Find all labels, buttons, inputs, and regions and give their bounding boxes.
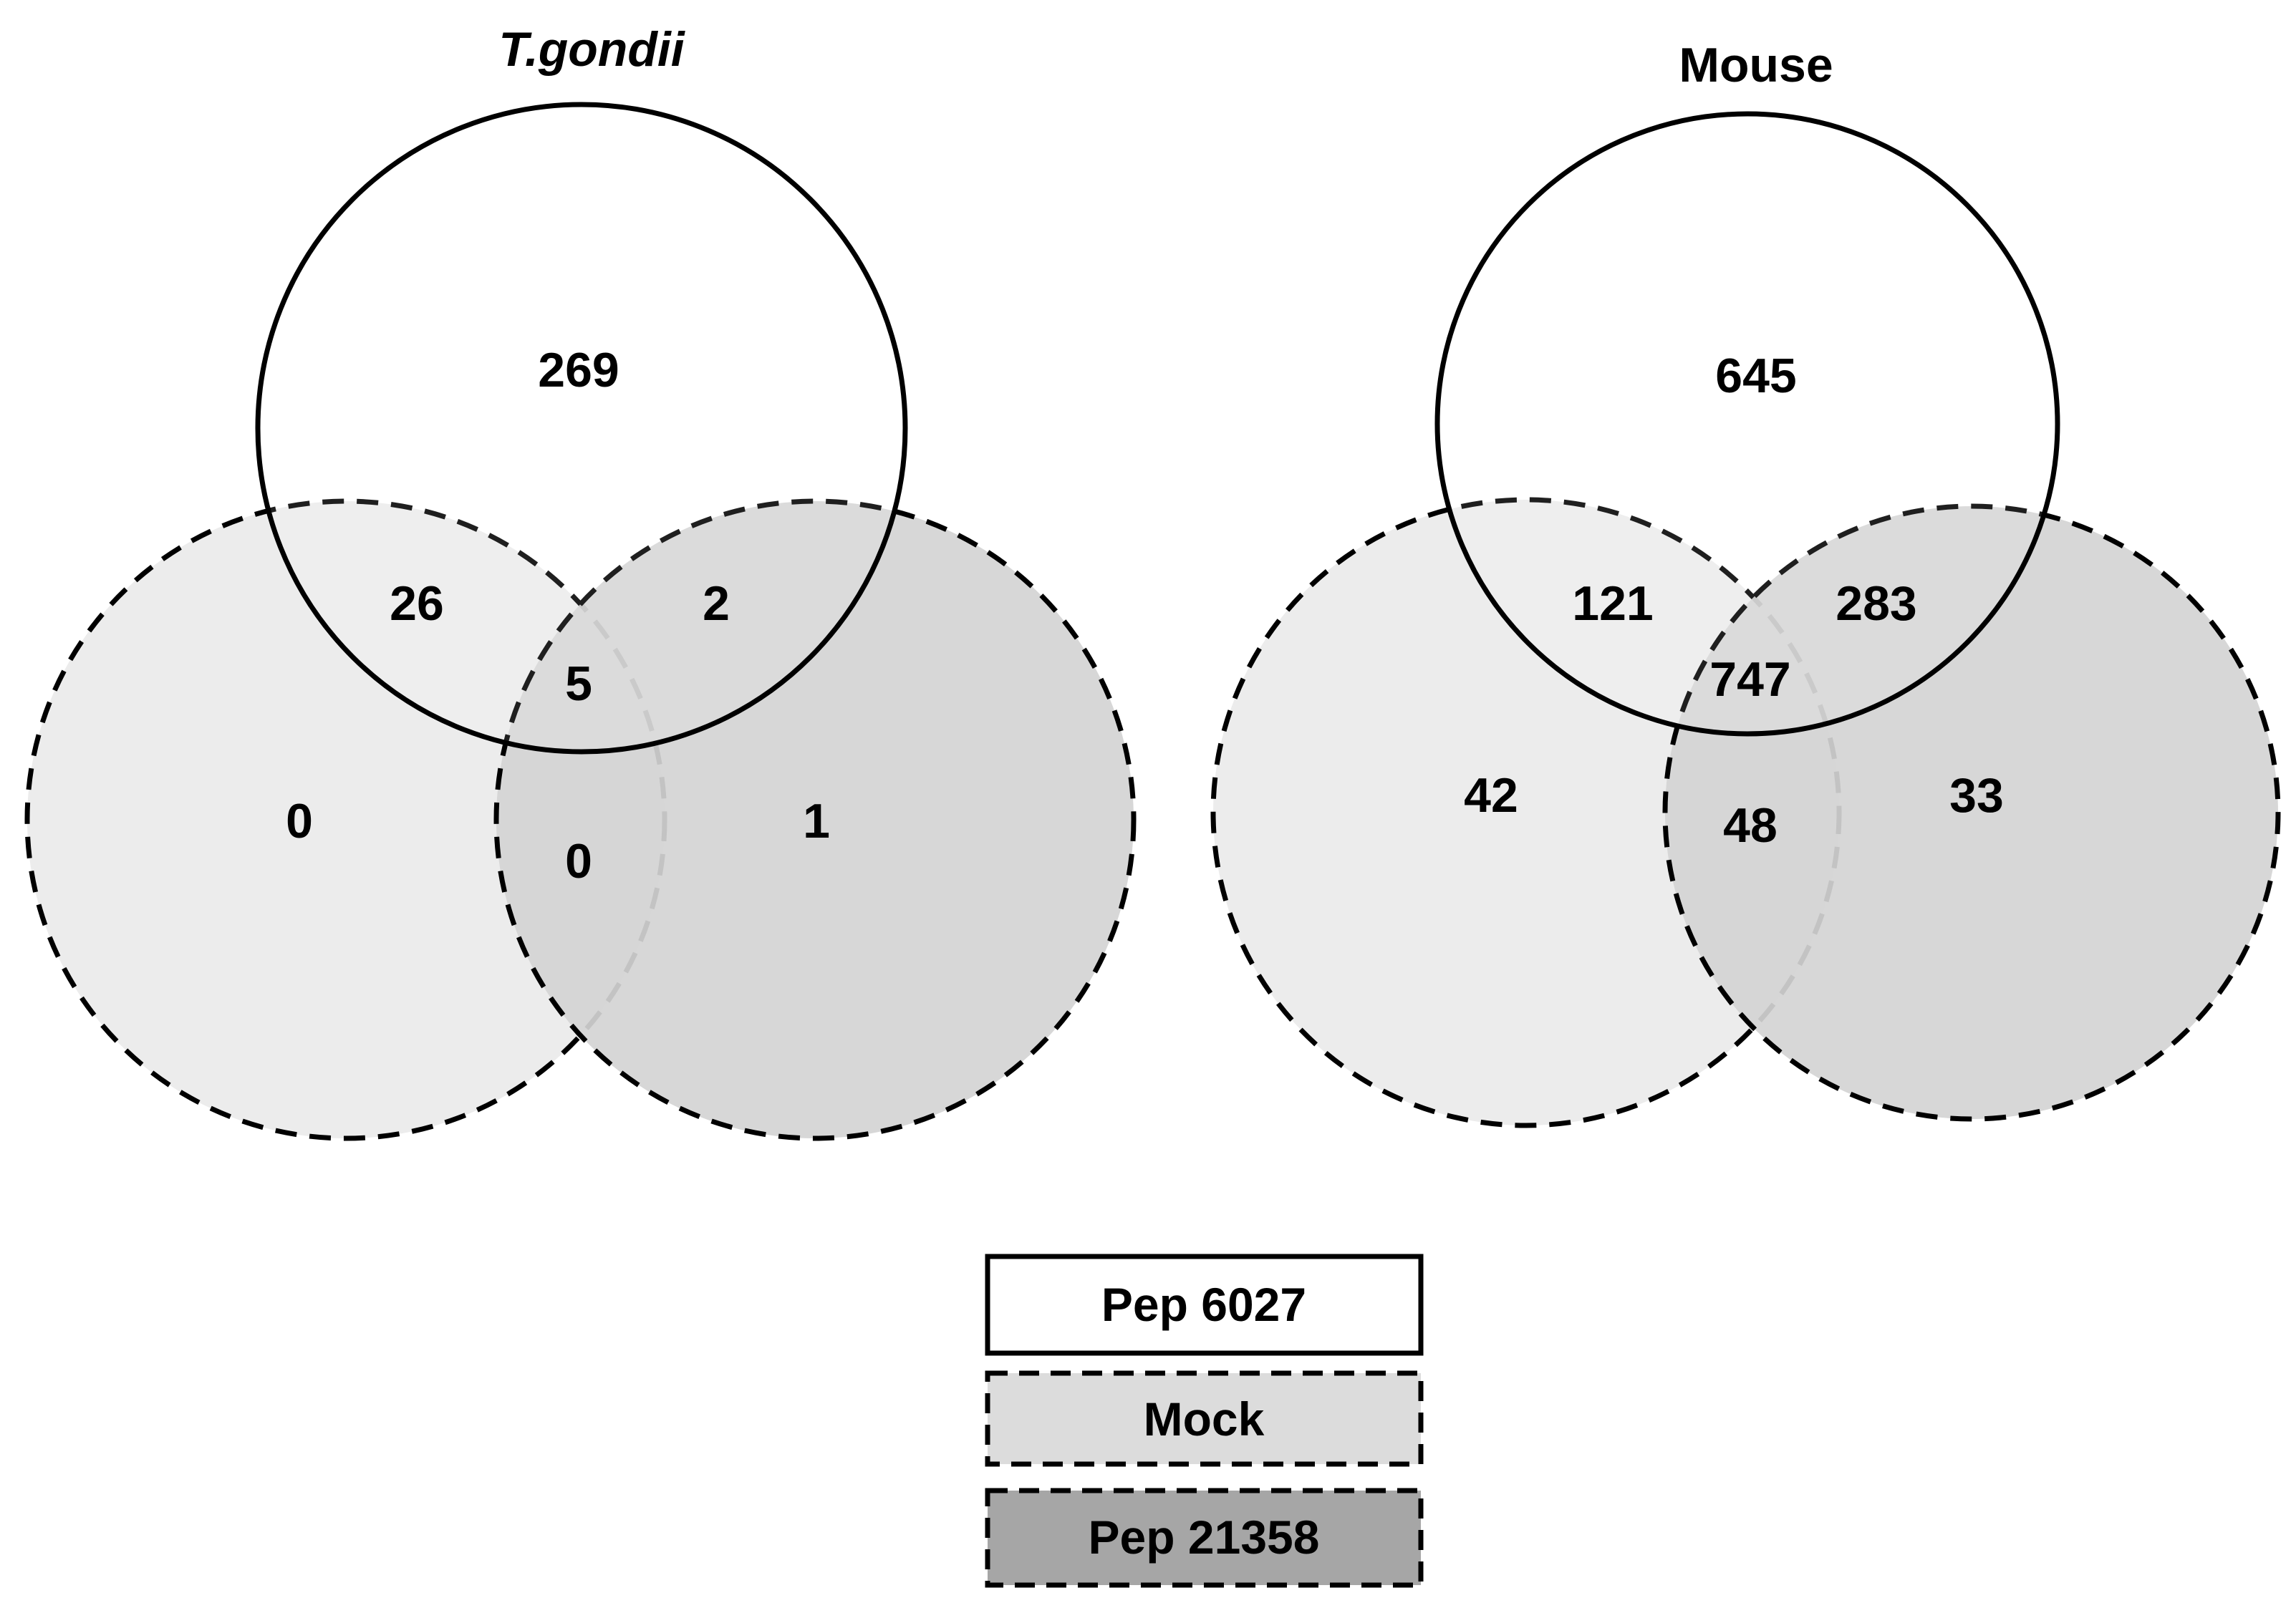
venn-title-mouse: Mouse [1679, 38, 1833, 92]
legend-swatch-pep6027 [985, 1254, 1424, 1356]
legend-item-pep6027: Pep 6027 [985, 1254, 1424, 1356]
count-mock-pep21358-mouse: 48 [1723, 798, 1778, 853]
count-all-three-tgondii: 5 [565, 657, 592, 711]
count-pep6027-pep21358-mouse: 283 [1836, 576, 1916, 631]
legend-label-mock: Mock [1144, 1393, 1265, 1445]
count-pep6027-only-mouse: 645 [1715, 349, 1796, 403]
count-mock-pep21358-tgondii: 0 [565, 834, 592, 888]
venn-diagram-tgondii: T.gondii 269 26 2 5 0 0 1 [24, 22, 1137, 1141]
legend-item-mock: Mock [985, 1370, 1424, 1467]
count-pep21358-only-tgondii: 1 [803, 794, 830, 848]
legend-swatch-pep21358 [985, 1488, 1424, 1588]
legend-label-pep6027: Pep 6027 [1101, 1278, 1306, 1331]
count-all-three-mouse: 747 [1709, 652, 1790, 707]
count-pep6027-pep21358-tgondii: 2 [703, 576, 730, 631]
circle-pep21358-tgondii [493, 498, 1137, 1141]
legend-label-pep21358: Pep 21358 [1089, 1511, 1320, 1564]
circle-pep6027-mouse [1434, 111, 2060, 737]
legend-item-pep21358: Pep 21358 [985, 1488, 1424, 1588]
count-pep6027-mock-tgondii: 26 [390, 576, 444, 631]
circle-pep6027-tgondii [255, 102, 908, 755]
count-pep6027-mock-mouse: 121 [1572, 576, 1653, 631]
count-mock-only-tgondii: 0 [286, 794, 313, 848]
count-pep21358-only-mouse: 33 [1949, 768, 2004, 823]
legend-swatch-mock [985, 1370, 1424, 1467]
venn-diagram-mouse: Mouse 645 121 283 747 42 48 33 [1210, 38, 2281, 1128]
count-mock-only-mouse: 42 [1464, 768, 1518, 823]
count-pep6027-only-tgondii: 269 [538, 343, 619, 397]
legend: Pep 6027 Mock Pep 21358 [985, 1254, 1424, 1588]
venn-title-tgondii: T.gondii [498, 22, 685, 77]
circle-pep21358-mouse [1662, 503, 2281, 1122]
